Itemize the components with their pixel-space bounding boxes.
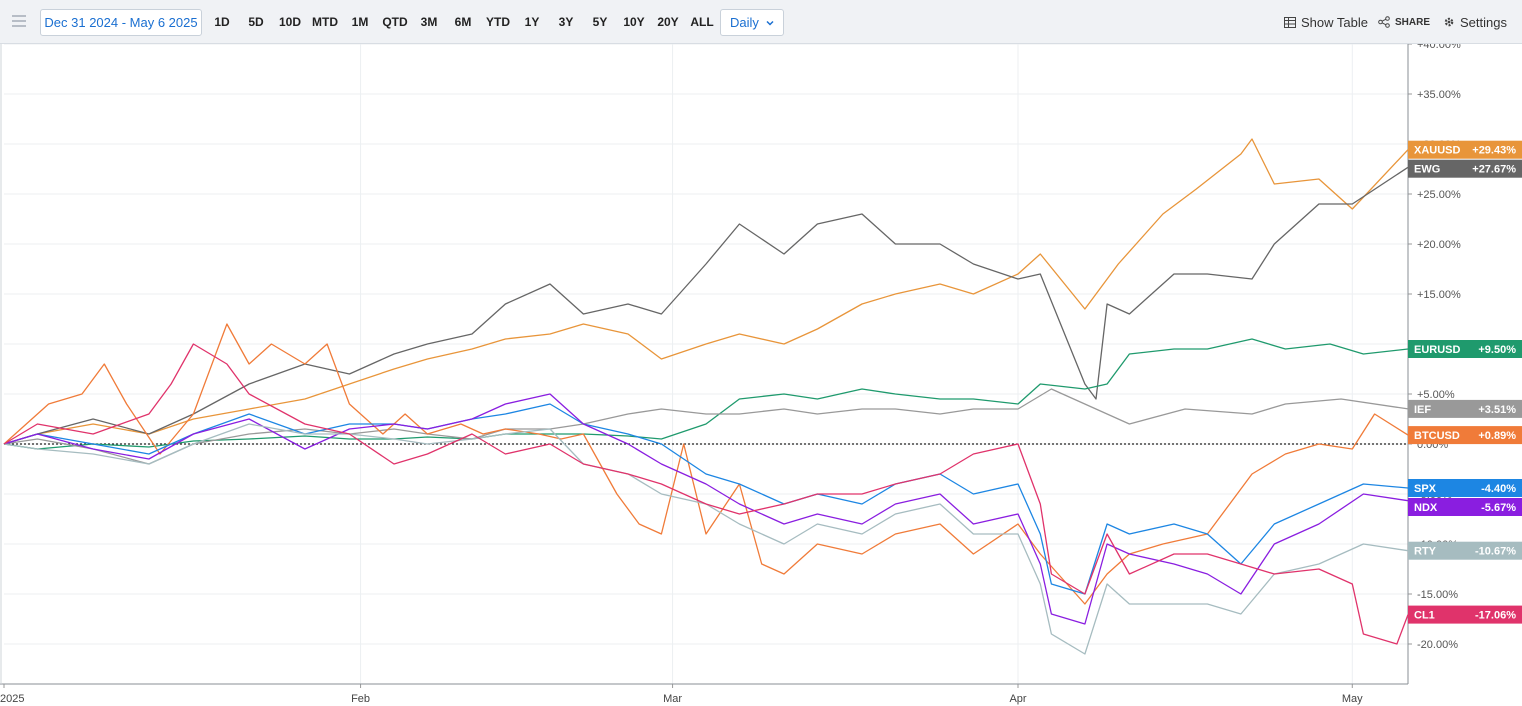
chart-grid (0, 44, 1412, 688)
menu-icon[interactable] (10, 12, 28, 30)
range-button-5d[interactable]: 5D (248, 15, 264, 29)
range-button-1d[interactable]: 1D (214, 15, 230, 29)
range-button-ytd[interactable]: YTD (486, 15, 510, 29)
x-tick-label: Apr (1009, 693, 1026, 705)
share-icon (1378, 16, 1390, 28)
range-button-10y[interactable]: 10Y (623, 15, 645, 29)
badge-symbol: EWG (1414, 164, 1440, 176)
badge-value: +0.89% (1478, 430, 1516, 442)
range-button-5y[interactable]: 5Y (592, 15, 608, 29)
series-line-ief (3, 388, 1409, 465)
x-tick-label: 2025 (0, 693, 24, 705)
range-button-mtd[interactable]: MTD (312, 15, 338, 29)
badge-background (1408, 498, 1522, 516)
badge-value: +27.67% (1472, 164, 1516, 176)
chevron-down-icon (766, 20, 774, 26)
badge-symbol: NDX (1414, 502, 1438, 514)
x-tick-label: May (1342, 693, 1363, 705)
y-tick-label: +25.00% (1417, 189, 1461, 201)
series-badge-cl1: CL1 -17.06% (1408, 605, 1522, 624)
badge-symbol: XAUUSD (1414, 145, 1461, 157)
badge-symbol: RTY (1414, 546, 1437, 558)
range-button-3m[interactable]: 3M (420, 15, 438, 29)
x-tick-label: Mar (663, 693, 682, 705)
series-badge-eurusd: EURUSD +9.50% (1408, 340, 1522, 358)
y-tick-label: -20.00% (1417, 639, 1458, 651)
series-line-rty (3, 423, 1409, 655)
interval-label: Daily (730, 15, 759, 30)
share-label: SHARE (1395, 16, 1431, 28)
y-tick-label: +15.00% (1417, 289, 1461, 301)
badge-symbol: BTCUSD (1414, 430, 1460, 442)
series-badge-ief: IEF +3.51% (1408, 399, 1522, 418)
gear-icon (1444, 17, 1454, 27)
badge-symbol: IEF (1414, 404, 1431, 416)
badge-value: +29.43% (1472, 145, 1516, 157)
series-badge-rty: RTY -10.67% (1408, 541, 1522, 560)
y-tick-label: -15.00% (1417, 589, 1458, 601)
x-tick-label: Feb (351, 693, 370, 705)
show-table-label: Show Table (1301, 14, 1368, 30)
chart: -20.00%-15.00%-10.00%-5.00%0.00%+5.00%+1… (0, 44, 1522, 705)
badge-value: -4.40% (1481, 483, 1516, 495)
badge-value: -10.67% (1475, 546, 1516, 558)
series-line-ndx (3, 393, 1409, 625)
series-line-eurusd (3, 338, 1409, 450)
badge-symbol: CL1 (1414, 610, 1435, 622)
badge-symbol: EURUSD (1414, 344, 1461, 356)
table-icon (1284, 16, 1296, 28)
badge-background (1408, 541, 1522, 560)
share-button[interactable]: SHARE (1378, 13, 1430, 31)
badge-value: -17.06% (1475, 610, 1516, 622)
range-button-20y[interactable]: 20Y (657, 15, 679, 29)
range-button-all[interactable]: ALL (690, 15, 714, 29)
y-tick-label: +20.00% (1417, 239, 1461, 251)
badge-value: +9.50% (1478, 344, 1516, 356)
range-button-3y[interactable]: 3Y (558, 15, 574, 29)
range-button-qtd[interactable]: QTD (382, 15, 408, 29)
badge-background (1408, 426, 1522, 445)
series-line-ewg (3, 166, 1409, 445)
y-tick-label: +5.00% (1417, 389, 1455, 401)
series-line-btcusd (3, 323, 1409, 605)
series-lines (3, 138, 1409, 655)
series-badge-xauusd: XAUUSD +29.43% (1408, 140, 1522, 159)
settings-label: Settings (1460, 14, 1507, 30)
y-tick-label: +40.00% (1417, 44, 1461, 51)
range-button-10d[interactable]: 10D (278, 15, 302, 29)
settings-button[interactable]: Settings (1443, 13, 1507, 31)
y-tick-label: +35.00% (1417, 89, 1461, 101)
badge-value: +3.51% (1478, 404, 1516, 416)
badge-background (1408, 140, 1522, 159)
series-line-cl1 (3, 343, 1409, 645)
range-button-1y[interactable]: 1Y (524, 15, 540, 29)
badge-background (1408, 159, 1522, 178)
x-axis-labels: 2025 Feb Mar Apr May (0, 693, 1363, 705)
badge-background (1408, 340, 1522, 358)
series-line-xauusd (3, 138, 1409, 445)
toolbar: Dec 31 2024 - May 6 2025 1D 5D 10D MTD 1… (0, 0, 1522, 44)
series-badge-spx: SPX -4.40% (1408, 479, 1522, 497)
interval-select[interactable]: Daily (720, 9, 784, 36)
series-badge-btcusd: BTCUSD +0.89% (1408, 426, 1522, 445)
badge-value: -5.67% (1481, 502, 1516, 514)
badge-background (1408, 605, 1522, 624)
series-badges: XAUUSD +29.43% EWG +27.67% EURUSD +9.50% IEF +3… (1408, 140, 1522, 624)
date-range-picker[interactable]: Dec 31 2024 - May 6 2025 (40, 9, 202, 36)
range-button-1m[interactable]: 1M (351, 15, 369, 29)
range-button-6m[interactable]: 6M (454, 15, 472, 29)
badge-symbol: SPX (1414, 483, 1437, 495)
series-badge-ewg: EWG +27.67% (1408, 159, 1522, 178)
series-badge-ndx: NDX -5.67% (1408, 498, 1522, 516)
show-table-button[interactable]: Show Table (1284, 13, 1368, 31)
series-line-spx (3, 403, 1409, 595)
badge-background (1408, 399, 1522, 418)
date-range-label: Dec 31 2024 - May 6 2025 (44, 15, 198, 30)
badge-background (1408, 479, 1522, 497)
